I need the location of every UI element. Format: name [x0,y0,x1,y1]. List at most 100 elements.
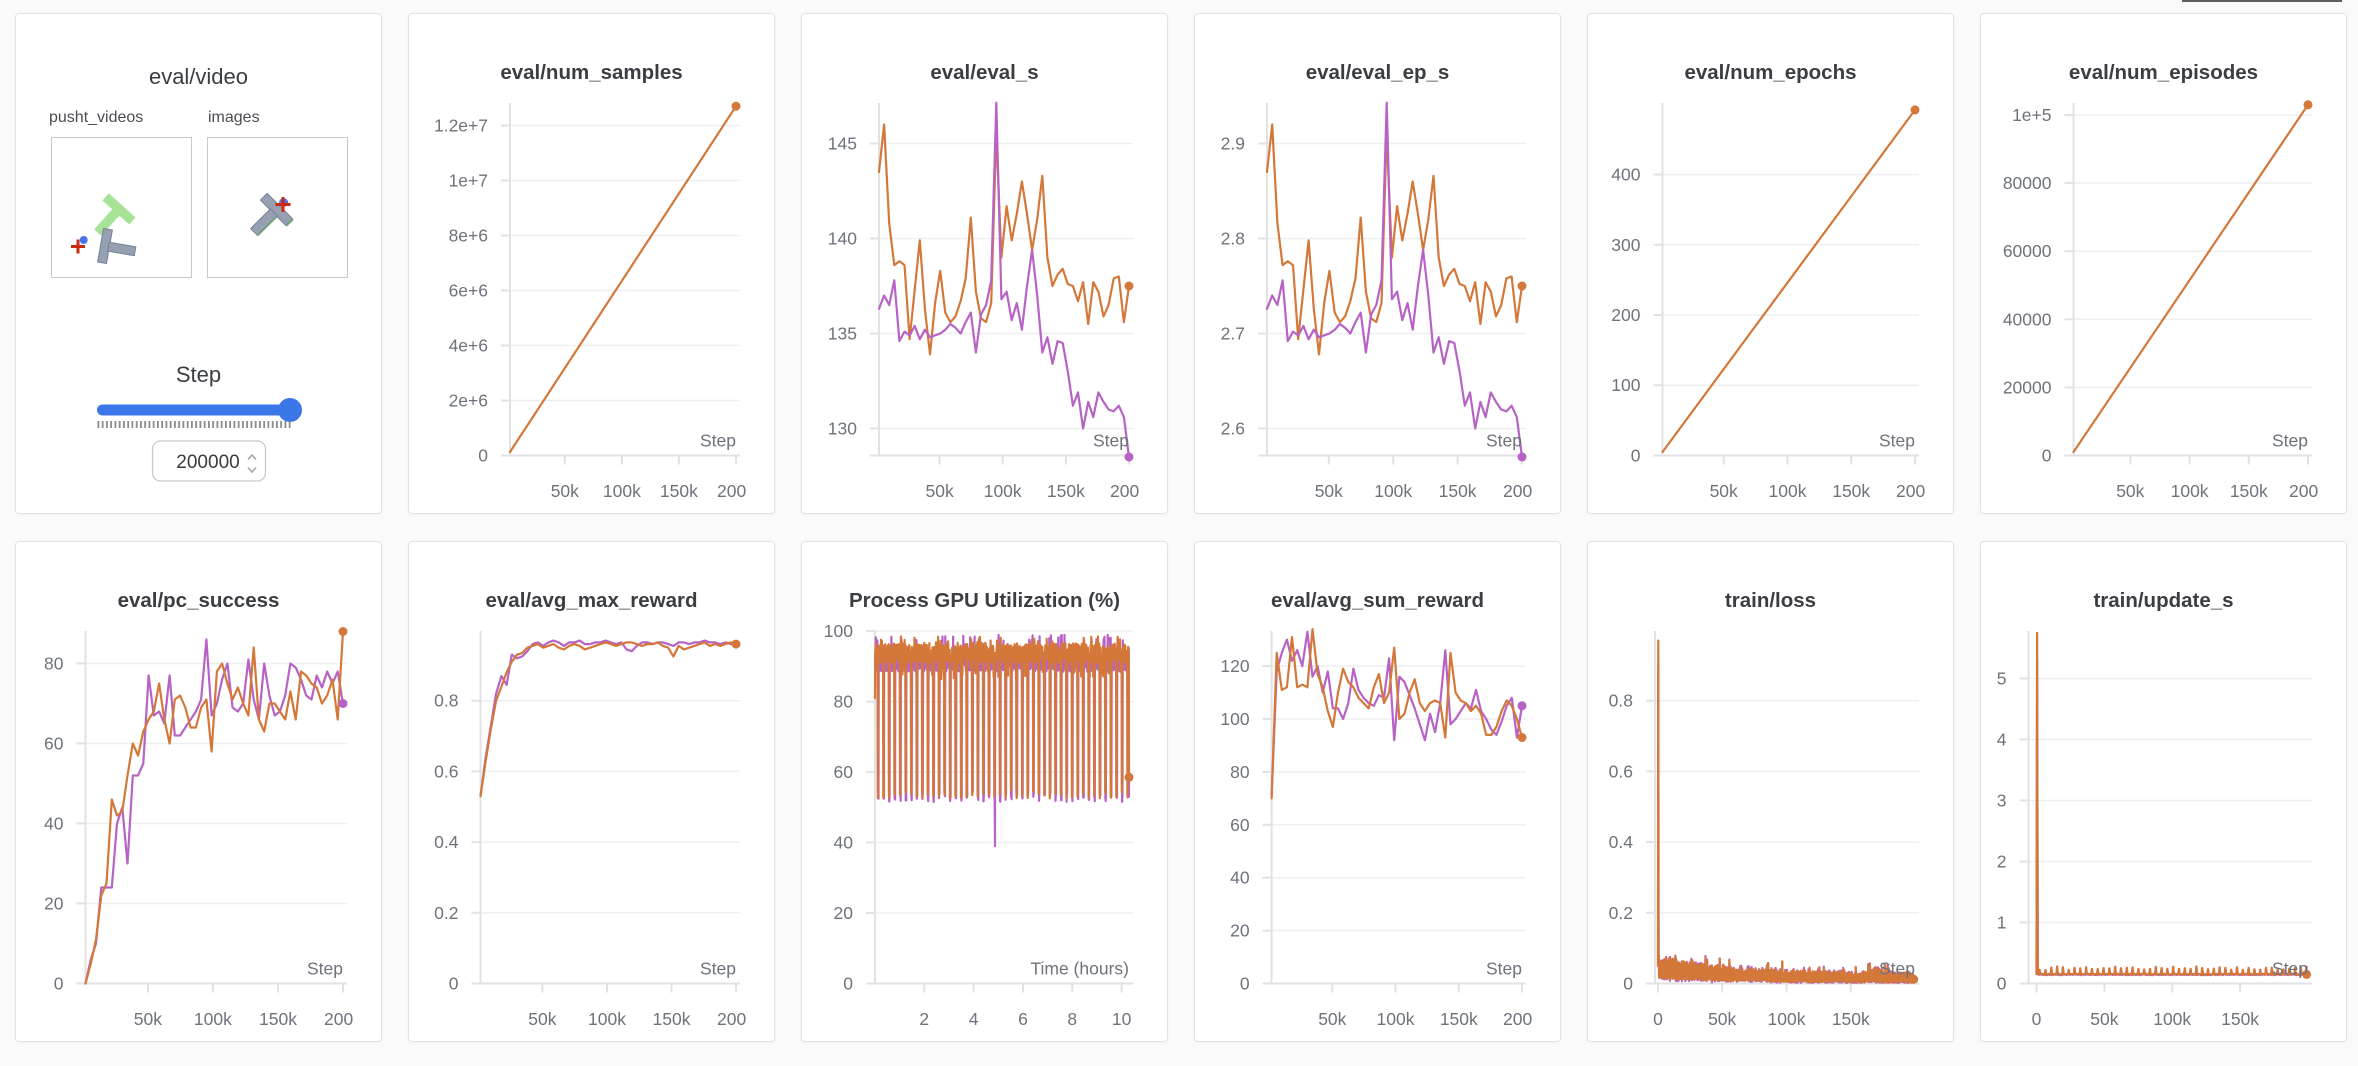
svg-text:100k: 100k [588,1009,626,1029]
svg-text:150k: 150k [259,1009,297,1029]
svg-text:2: 2 [1997,852,2007,872]
svg-text:100k: 100k [1377,1009,1415,1029]
svg-text:train/loss: train/loss [1725,589,1816,612]
svg-text:1.2e+7: 1.2e+7 [434,116,488,136]
svg-text:0.2: 0.2 [434,903,458,923]
svg-text:150k: 150k [2230,481,2268,501]
svg-text:40000: 40000 [2003,309,2052,329]
svg-text:50k: 50k [1708,1009,1736,1029]
svg-text:50k: 50k [551,481,579,501]
svg-text:2.8: 2.8 [1221,229,1245,249]
svg-text:150k: 150k [1832,1009,1870,1029]
svg-text:eval/num_episodes: eval/num_episodes [2069,61,2258,84]
svg-text:0: 0 [1653,1009,1663,1029]
svg-text:150k: 150k [1047,481,1085,501]
svg-text:0.8: 0.8 [1609,691,1633,711]
svg-text:0.4: 0.4 [434,832,459,852]
svg-text:50k: 50k [2090,1009,2118,1029]
svg-text:50k: 50k [1315,481,1343,501]
svg-text:200k: 200k [1503,481,1541,501]
svg-text:20: 20 [1230,921,1250,941]
svg-text:0: 0 [1623,974,1633,994]
svg-text:145: 145 [828,134,857,154]
svg-text:6e+6: 6e+6 [449,281,488,301]
svg-text:50k: 50k [1710,481,1738,501]
svg-text:0.6: 0.6 [1609,761,1633,781]
svg-text:eval/avg_max_reward: eval/avg_max_reward [486,589,698,612]
svg-text:eval/avg_sum_reward: eval/avg_sum_reward [1271,589,1484,612]
svg-text:100: 100 [824,621,853,641]
svg-text:1e+5: 1e+5 [2012,105,2051,125]
svg-text:40: 40 [44,814,64,834]
svg-text:60: 60 [1230,815,1250,835]
svg-text:0.6: 0.6 [434,761,458,781]
svg-text:0: 0 [1240,974,1250,994]
svg-text:80: 80 [44,654,64,674]
svg-text:0: 0 [1997,974,2007,994]
svg-text:150k: 150k [1832,481,1870,501]
svg-text:8: 8 [1067,1009,1077,1029]
svg-text:80: 80 [834,692,854,712]
svg-text:0: 0 [2032,1009,2042,1029]
svg-text:Step: Step [1486,959,1522,979]
svg-text:100k: 100k [1374,481,1412,501]
svg-text:150k: 150k [653,1009,691,1029]
svg-text:2e+6: 2e+6 [449,391,488,411]
svg-text:100k: 100k [603,481,641,501]
svg-text:300: 300 [1611,235,1640,255]
svg-text:100k: 100k [1768,1009,1806,1029]
svg-text:60: 60 [834,762,854,782]
svg-text:50k: 50k [528,1009,556,1029]
svg-text:Step: Step [307,959,343,979]
svg-text:400: 400 [1611,165,1640,185]
svg-text:4: 4 [1997,730,2007,750]
svg-text:Step: Step [700,959,736,979]
svg-text:150k: 150k [1439,481,1477,501]
svg-text:100k: 100k [984,481,1022,501]
svg-text:Step: Step [2272,431,2308,451]
svg-text:20: 20 [44,894,64,914]
svg-text:eval/pc_success: eval/pc_success [118,589,280,612]
svg-text:0: 0 [478,446,488,466]
svg-text:150k: 150k [1440,1009,1478,1029]
svg-text:Step: Step [700,431,736,451]
svg-text:Step: Step [2272,959,2308,979]
svg-text:1: 1 [1997,913,2007,933]
svg-text:200k: 200k [324,1009,362,1029]
svg-text:4e+6: 4e+6 [449,336,488,356]
svg-text:40: 40 [1230,868,1250,888]
svg-text:0: 0 [843,974,853,994]
svg-text:150k: 150k [660,481,698,501]
svg-text:200000: 200000 [176,452,239,473]
svg-text:50k: 50k [2116,481,2144,501]
svg-text:120: 120 [1220,656,1249,676]
svg-text:60: 60 [44,734,64,754]
svg-text:0: 0 [2042,446,2052,466]
svg-text:100k: 100k [2171,481,2209,501]
svg-text:135: 135 [828,324,857,344]
svg-text:50k: 50k [134,1009,162,1029]
svg-text:10: 10 [1112,1009,1132,1029]
svg-text:200k: 200k [1896,481,1934,501]
svg-text:80000: 80000 [2003,173,2052,193]
svg-text:5: 5 [1997,669,2007,689]
svg-text:Process GPU Utilization (%): Process GPU Utilization (%) [849,589,1120,612]
svg-text:eval/num_samples: eval/num_samples [500,61,682,84]
svg-text:eval/eval_s: eval/eval_s [930,61,1038,84]
svg-text:0.2: 0.2 [1609,903,1633,923]
svg-text:eval/num_epochs: eval/num_epochs [1684,61,1856,84]
svg-text:6: 6 [1018,1009,1028,1029]
svg-text:0.8: 0.8 [434,691,458,711]
svg-text:60000: 60000 [2003,241,2052,261]
svg-text:100: 100 [1220,709,1249,729]
svg-text:0: 0 [54,974,64,994]
svg-text:200k: 200k [1503,1009,1541,1029]
svg-text:8e+6: 8e+6 [449,226,488,246]
svg-text:2.7: 2.7 [1221,324,1245,344]
svg-text:100k: 100k [1769,481,1807,501]
svg-text:4: 4 [969,1009,979,1029]
svg-text:100: 100 [1611,375,1640,395]
svg-text:0: 0 [1631,446,1641,466]
svg-text:200k: 200k [717,481,755,501]
svg-text:50k: 50k [925,481,953,501]
